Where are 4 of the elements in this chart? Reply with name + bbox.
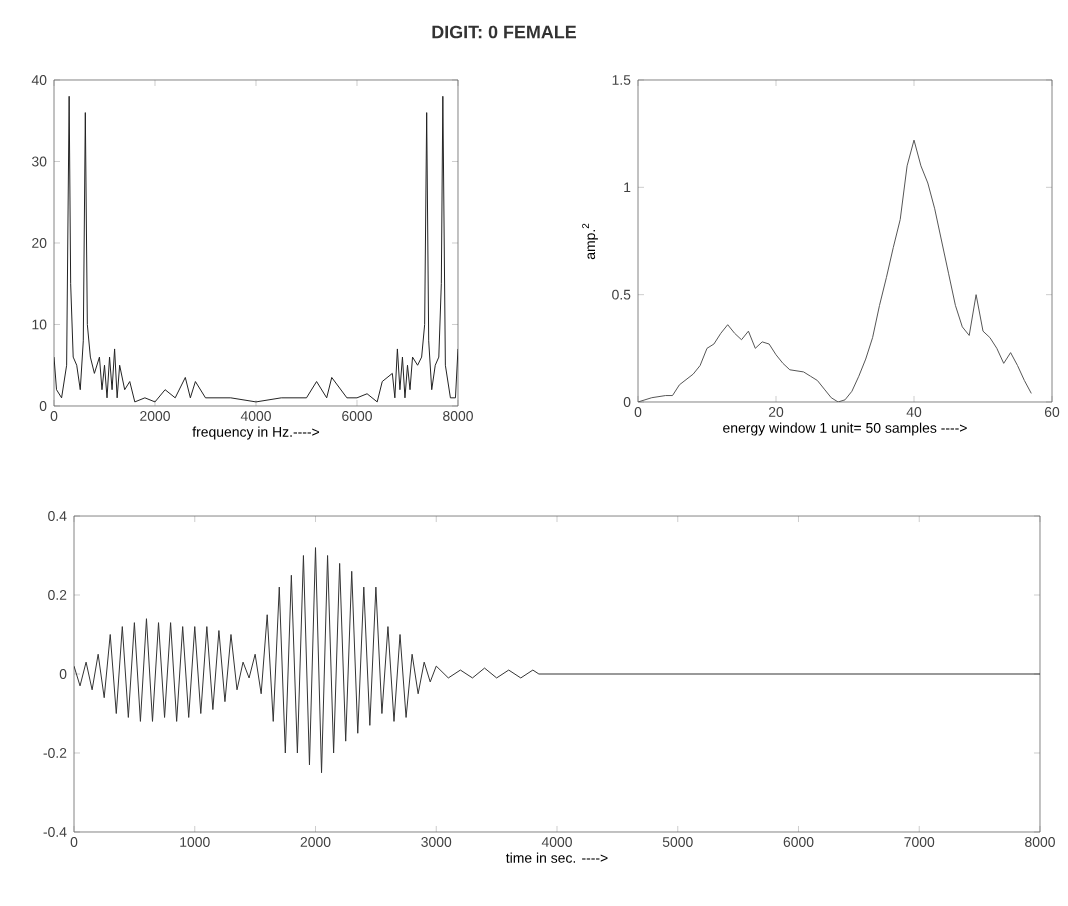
line-series <box>638 139 1032 402</box>
line-series <box>54 95 458 403</box>
line-series <box>74 547 1040 774</box>
text: DIGIT: 0 FEMALE <box>432 25 577 39</box>
